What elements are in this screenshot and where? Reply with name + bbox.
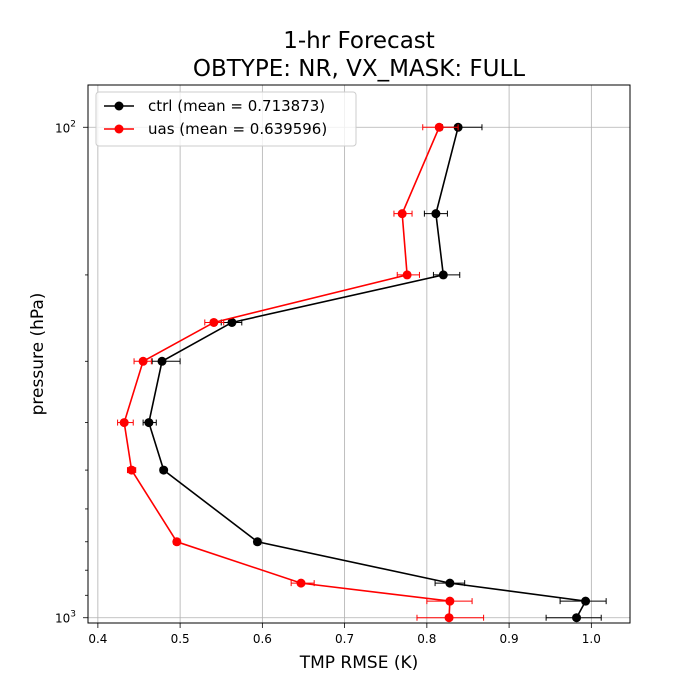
legend: ctrl (mean = 0.713873) uas (mean = 0.6395… (95, 91, 357, 147)
data-point (572, 613, 582, 623)
data-point (138, 356, 148, 366)
data-point (581, 596, 591, 606)
legend-box (95, 91, 357, 147)
data-point (431, 209, 441, 219)
x-tick-label: 0.9 (500, 632, 519, 646)
data-point (119, 418, 129, 428)
data-point (159, 465, 169, 475)
y-tick-exponent: 3 (70, 610, 76, 620)
data-point (444, 613, 454, 623)
data-point (157, 356, 167, 366)
y-tick-base: 10 (55, 612, 70, 626)
data-point (445, 578, 455, 588)
chart-title: 1-hr Forecast (283, 28, 435, 54)
x-tick-label: 0.6 (253, 632, 272, 646)
y-tick-label: 102 (55, 119, 76, 135)
x-tick-label: 0.8 (417, 632, 436, 646)
legend-label: ctrl (mean = 0.713873) (148, 97, 325, 115)
chart-subtitle: OBTYPE: NR, VX_MASK: FULL (193, 56, 525, 82)
series-layer (117, 122, 607, 623)
x-tick-label: 1.0 (582, 632, 601, 646)
plot-frame (87, 84, 631, 624)
legend-label: uas (mean = 0.639596) (148, 120, 327, 138)
data-point (127, 465, 137, 475)
data-point (227, 317, 237, 327)
data-point (252, 537, 262, 547)
x-tick-label: 0.7 (335, 632, 354, 646)
y-tick-base: 10 (55, 121, 70, 135)
data-point (144, 418, 154, 428)
data-point (397, 209, 407, 219)
x-tick-label: 0.4 (88, 632, 107, 646)
x-axis-label: TMP RMSE (K) (299, 653, 419, 673)
data-point (438, 270, 448, 280)
series-0 (142, 122, 607, 623)
series-1 (117, 122, 485, 623)
data-point (296, 578, 306, 588)
legend-marker (114, 101, 124, 111)
legend-marker (114, 124, 124, 134)
y-tick-label: 103 (55, 610, 76, 626)
data-point (445, 596, 455, 606)
data-point (402, 270, 412, 280)
data-point (209, 317, 219, 327)
data-point (172, 537, 182, 547)
y-axis-label: pressure (hPa) (28, 293, 48, 416)
x-tick-label: 0.5 (171, 632, 190, 646)
y-tick-exponent: 2 (70, 119, 76, 129)
data-point (434, 122, 444, 132)
